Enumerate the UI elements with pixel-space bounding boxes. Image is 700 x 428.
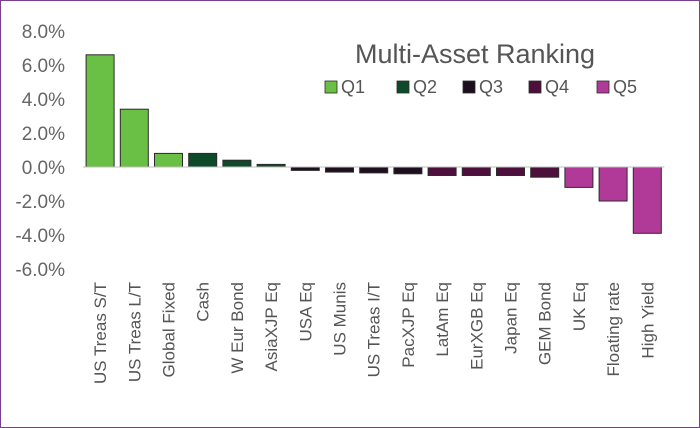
legend: Q1 Q2 Q3 Q4 Q5 [324, 77, 637, 97]
y-tick-label: 2.0% [22, 124, 65, 145]
y-tick-label: 4.0% [22, 90, 65, 111]
chart-title: Multi-Asset Ranking [355, 39, 595, 69]
x-tick-label-latam-eq: LatAm Eq [433, 282, 452, 357]
x-tick-label-us-treas-l-t: US Treas L/T [125, 282, 144, 382]
x-tick-label-w-eur-bond: W Eur Bond [228, 282, 247, 374]
bar-usa-eq [290, 166, 320, 171]
legend-label: Q2 [413, 77, 437, 97]
legend-item-q3: Q3 [462, 77, 503, 97]
legend-swatch [462, 80, 476, 94]
y-axis: 8.0% 6.0% 4.0% 2.0% 0.0% -2.0% -4.0% -6.0% [15, 22, 65, 281]
bar-eurxgb-eq [461, 166, 491, 176]
x-tick-label-floating-rate: Floating rate [604, 282, 623, 377]
y-tick-label: -4.0% [15, 226, 65, 247]
legend-item-q2: Q2 [396, 77, 437, 97]
y-tick-label: 6.0% [22, 56, 65, 77]
x-tick-label-global-fixed: Global Fixed [160, 282, 179, 377]
x-tick-label-uk-eq: UK Eq [570, 282, 589, 331]
bar-global-fixed [154, 152, 183, 168]
y-tick-label: 0.0% [22, 158, 65, 179]
legend-item-q4: Q4 [528, 77, 569, 97]
legend-swatch [528, 80, 542, 94]
bar-floating-rate [598, 166, 628, 202]
bar-us-treas-i-t [359, 166, 389, 174]
bars [85, 54, 662, 234]
bar-gem-bond [530, 166, 560, 178]
bar-us-treas-l-t [119, 108, 149, 168]
x-tick-label-usa-eq: USA Eq [296, 282, 315, 342]
y-tick-label: -6.0% [15, 260, 65, 281]
legend-item-q1: Q1 [324, 77, 365, 97]
x-tick-label-cash: Cash [194, 282, 213, 322]
legend-label: Q5 [613, 77, 637, 97]
legend-swatch [324, 80, 338, 94]
x-tick-label-japan-eq: Japan Eq [502, 282, 521, 354]
bar-high-yield [632, 166, 662, 234]
x-axis-labels: US Treas S/T US Treas L/T Global Fixed Cash… [91, 282, 657, 384]
x-tick-label-us-treas-i-t: US Treas I/T [365, 282, 384, 377]
bar-latam-eq [427, 166, 457, 176]
x-tick-label-eurxgb-eq: EurXGB Eq [467, 282, 486, 370]
y-tick-label: 8.0% [22, 22, 65, 43]
bar-cash [188, 152, 218, 168]
bar-w-eur-bond [222, 159, 252, 168]
legend-swatch [596, 80, 610, 94]
legend-label: Q3 [479, 77, 503, 97]
y-tick-label: -2.0% [15, 192, 65, 213]
bar-us-treas-s-t [85, 54, 115, 168]
x-tick-label-us-treas-s-t: US Treas S/T [91, 282, 110, 384]
x-tick-label-high-yield: High Yield [638, 282, 657, 359]
x-tick-label-gem-bond: GEM Bond [536, 282, 555, 365]
bar-japan-eq [496, 166, 525, 176]
legend-swatch [396, 80, 410, 94]
legend-label: Q1 [341, 77, 365, 97]
bar-pacxjp-eq [393, 166, 423, 175]
x-tick-label-us-munis: US Munis [331, 282, 350, 356]
legend-item-q5: Q5 [596, 77, 637, 97]
x-tick-label-asiaxjp-eq: AsiaXJP Eq [262, 282, 281, 371]
legend-label: Q4 [545, 77, 569, 97]
bar-us-munis [325, 166, 354, 173]
x-tick-label-pacxjp-eq: PacXJP Eq [399, 282, 418, 368]
bar-uk-eq [564, 166, 594, 188]
